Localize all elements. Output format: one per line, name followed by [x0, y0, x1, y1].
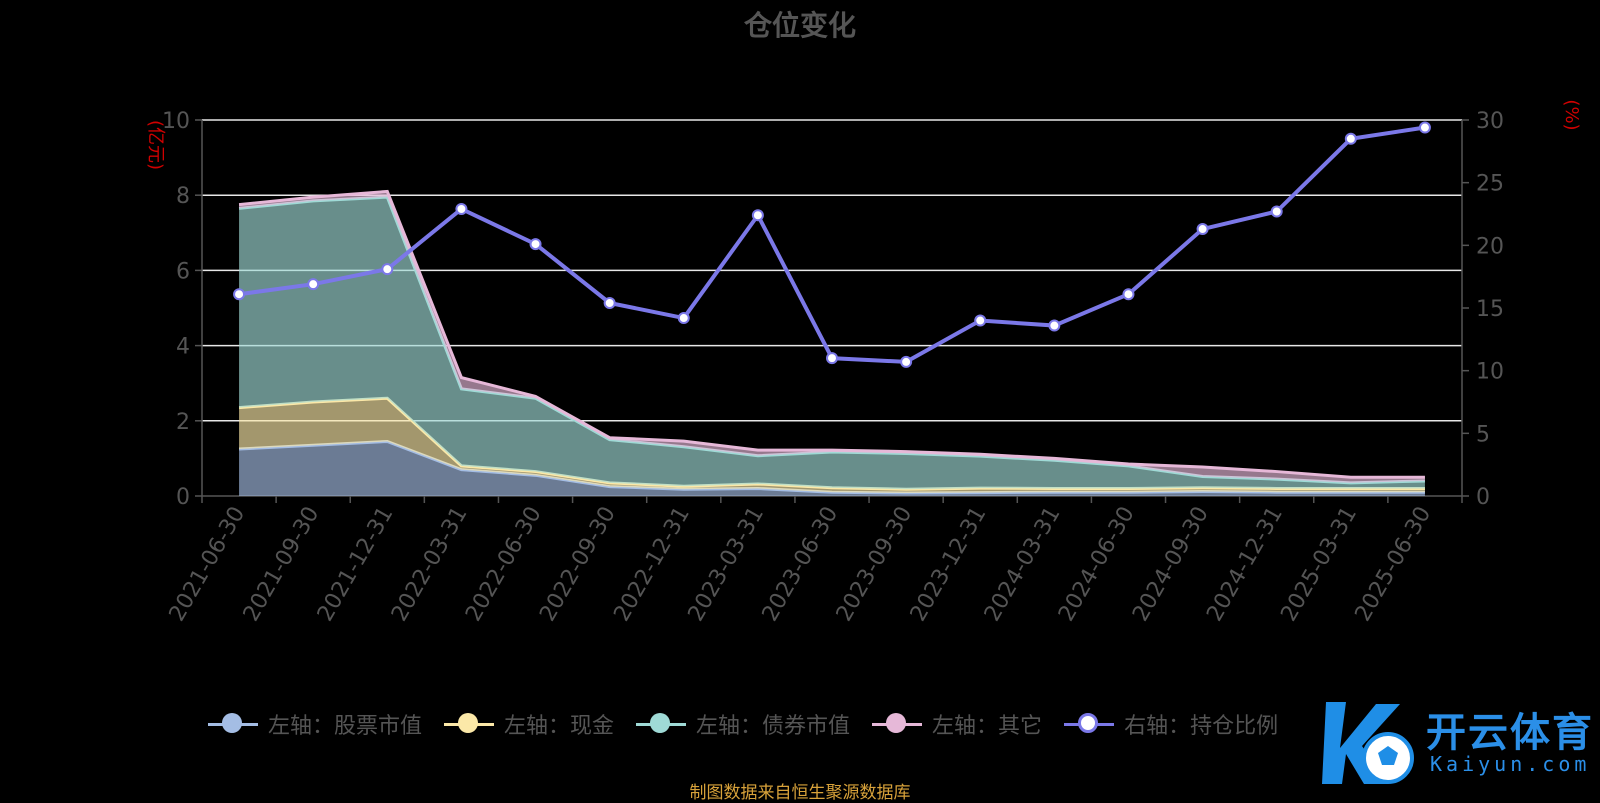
y-left-unit-label: (亿元): [145, 120, 166, 170]
area-bond: [239, 197, 1425, 490]
watermark-logo: 开云体育 Kaiyun.com: [1316, 696, 1596, 792]
legend-swatch-icon: [872, 712, 923, 736]
x-tick-label: 2024-03-31: [980, 503, 1066, 626]
ratio-point: [455, 202, 468, 215]
y-left-tick-label: 8: [176, 184, 190, 209]
x-tick-label: 2022-06-30: [461, 503, 547, 626]
x-tick-label: 2023-09-30: [832, 503, 918, 626]
ratio-point: [233, 288, 246, 301]
legend-item-bond[interactable]: 左轴：债券市值: [636, 708, 850, 740]
x-tick-label: 2022-09-30: [535, 503, 621, 626]
x-tick-label: 2021-09-30: [239, 503, 325, 626]
ratio-point: [1270, 205, 1283, 218]
legend-item-stock[interactable]: 左轴：股票市值: [208, 708, 422, 740]
legend-item-ratio[interactable]: 右轴：持仓比例: [1064, 708, 1278, 740]
ratio-point: [1418, 121, 1431, 134]
ratio-point: [1122, 288, 1135, 301]
legend-label: 左轴：股票市值: [268, 714, 423, 739]
ratio-point: [677, 312, 690, 325]
ratio-point: [603, 296, 616, 309]
area-cash: [239, 398, 1425, 493]
x-tick-label: 2025-03-31: [1276, 503, 1362, 626]
ratio-point: [826, 352, 838, 365]
legend-swatch-icon: [208, 712, 258, 736]
ratio-point: [751, 209, 764, 222]
kaiyun-logo-icon: [1322, 702, 1414, 784]
ratio-point: [529, 238, 542, 251]
x-tick-label: 2022-03-31: [387, 503, 473, 626]
chart-legend: 左轴：股票市值 左轴：现金 左轴：债券市值 左轴：其它 右轴：持仓比例: [208, 708, 1278, 740]
y-right-tick-label: 20: [1476, 234, 1504, 259]
legend-label: 左轴：债券市值: [696, 714, 851, 739]
ratio-point: [1048, 319, 1061, 332]
legend-label: 左轴：其它: [932, 714, 1043, 739]
chart-title: 仓位变化: [743, 9, 856, 42]
legend-label: 右轴：持仓比例: [1124, 714, 1279, 739]
position-change-chart: 0246810051015202530(亿元)(%)2021-06-302021…: [145, 99, 1582, 626]
ratio-point: [974, 314, 987, 327]
y-left-tick-label: 6: [176, 259, 190, 284]
ratio-point: [381, 263, 394, 276]
y-right-tick-label: 30: [1476, 109, 1504, 134]
legend-label: 左轴：现金: [504, 714, 615, 739]
area-stock: [239, 441, 1425, 496]
watermark-text: 开云体育: [1426, 710, 1594, 756]
source-note: 制图数据来自恒生聚源数据库: [689, 783, 911, 803]
legend-swatch-icon: [636, 712, 687, 736]
x-tick-label: 2024-06-30: [1054, 503, 1140, 626]
y-right-tick-label: 0: [1476, 485, 1490, 510]
y-right-tick-label: 10: [1476, 360, 1504, 385]
y-right-unit-label: (%): [1561, 99, 1582, 130]
y-right-tick-label: 15: [1476, 297, 1504, 322]
x-tick-label: 2023-12-31: [906, 503, 992, 626]
x-tick-label: 2021-06-30: [165, 503, 251, 626]
x-tick-label: 2021-12-31: [313, 503, 399, 626]
y-left-tick-label: 0: [176, 485, 190, 510]
x-tick-label: 2023-06-30: [758, 503, 844, 626]
x-tick-label: 2022-12-31: [609, 503, 695, 626]
x-tick-label: 2025-06-30: [1351, 503, 1437, 626]
legend-item-cash[interactable]: 左轴：现金: [444, 708, 614, 740]
legend-swatch-icon: [1064, 712, 1115, 736]
x-tick-label: 2024-09-30: [1128, 503, 1214, 626]
y-left-tick-label: 2: [176, 410, 190, 435]
watermark-subtext: Kaiyun.com: [1430, 752, 1591, 776]
legend-item-other[interactable]: 左轴：其它: [872, 708, 1042, 740]
ratio-point: [900, 355, 913, 368]
x-tick-label: 2023-03-31: [683, 503, 769, 626]
ratio-point: [1344, 132, 1357, 145]
ratio-point: [307, 278, 320, 291]
y-right-tick-label: 5: [1476, 422, 1490, 447]
legend-swatch-icon: [444, 712, 495, 736]
ratio-point: [1196, 223, 1209, 236]
y-right-tick-label: 25: [1476, 172, 1504, 197]
x-tick-label: 2024-12-31: [1202, 503, 1288, 626]
y-left-tick-label: 4: [176, 335, 190, 360]
y-left-tick-label: 10: [162, 109, 190, 134]
area-line-other: [238, 189, 1425, 479]
